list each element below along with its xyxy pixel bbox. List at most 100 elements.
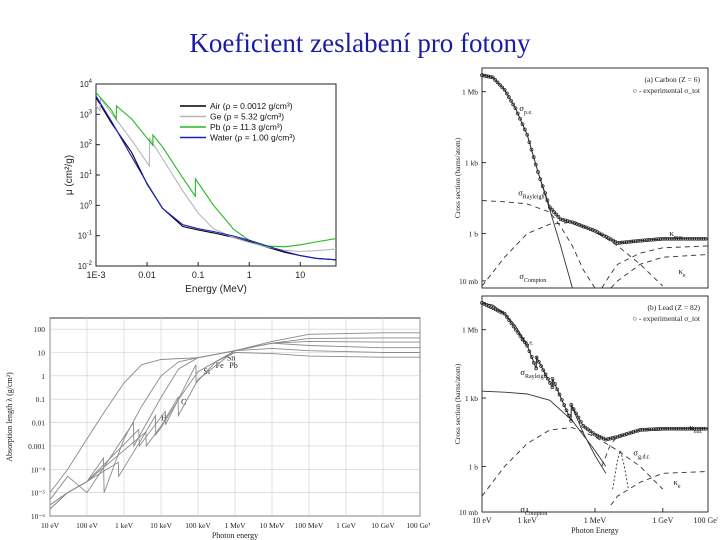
- experimental-point: [555, 387, 560, 392]
- legend-label-3: Water (ρ = 1.00 g/cm³): [210, 133, 295, 143]
- curve-4: [610, 471, 709, 506]
- experimental-point: [679, 426, 683, 431]
- experimental-point: [562, 403, 567, 407]
- experimental-point: [538, 177, 543, 181]
- experimental-point: [552, 210, 556, 214]
- experimental-point: [647, 238, 652, 242]
- x-tick-label: 10: [295, 270, 305, 280]
- experimental-point: [703, 426, 708, 431]
- attenuation-coefficient-chart: 1E-3 0.01 0.1 1 10 104 103 102 101 100 10-1 10-2 Ene…: [64, 79, 337, 295]
- experimental-point: [505, 315, 509, 319]
- series-label-sn: Sn: [227, 354, 235, 363]
- experimental-point: [588, 227, 593, 232]
- x-tick-label: 1 keV: [518, 516, 538, 525]
- experimental-point: [558, 217, 563, 222]
- experimental-point: [613, 435, 618, 440]
- curve-4: [610, 254, 709, 289]
- x-tick-label: 100 keV: [185, 521, 211, 530]
- experimental-point: [520, 337, 525, 342]
- y-axis-label: μ (cm²/g): [64, 155, 75, 195]
- experimental-point: [685, 236, 690, 241]
- x-tick-label: 100 MeV: [295, 521, 324, 530]
- experimental-point: [638, 238, 643, 243]
- experimental-point: [548, 381, 552, 385]
- curve-label-5: σg.d.r.: [633, 448, 650, 461]
- experimental-point: [559, 397, 564, 402]
- experimental-point: [683, 236, 688, 241]
- experimental-point: [703, 236, 708, 241]
- experimental-point: [574, 411, 578, 416]
- experimental-point: [665, 236, 670, 241]
- experimental-point: [550, 376, 555, 381]
- experimental-point: [514, 327, 518, 332]
- y-axis-label: Cross section (barns/atom): [453, 363, 462, 444]
- curve-label-1: σRayleigh: [518, 188, 544, 201]
- experimental-point: [571, 407, 576, 411]
- y-tick-label: 10: [38, 349, 46, 358]
- experimental-point: [618, 434, 622, 438]
- experimental-point: [541, 368, 546, 373]
- experimental-point: [667, 426, 672, 431]
- experimental-point: [656, 237, 661, 242]
- experimental-point: [690, 426, 695, 431]
- experimental-point: [495, 80, 500, 85]
- curve-label-2: σCompton: [519, 271, 546, 284]
- curve-label-3: κnuc: [689, 422, 702, 435]
- experimental-point: [656, 427, 661, 431]
- experimental-point: [523, 340, 527, 345]
- experimental-point: [638, 428, 643, 432]
- experimental-point: [576, 415, 581, 420]
- experimental-point: [581, 424, 586, 428]
- curve-1: [481, 390, 607, 467]
- plot-frame: [95, 83, 337, 267]
- experimental-point: [533, 162, 538, 167]
- experimental-point: [564, 408, 569, 413]
- series-label-pb: Pb: [229, 361, 237, 370]
- y-tick-label: 10⁻⁵: [31, 489, 45, 498]
- experimental-point: [550, 207, 554, 212]
- experimental-point: [701, 426, 706, 431]
- experimental-point: [699, 236, 704, 241]
- experimental-point: [578, 419, 583, 424]
- experimental-point: [649, 237, 654, 242]
- experimental-point: [692, 426, 697, 431]
- experimental-point: [493, 78, 497, 82]
- experimental-point: [529, 147, 534, 152]
- experimental-point: [536, 170, 540, 174]
- series-line-pb: [49, 352, 420, 510]
- y-tick-label: 101: [80, 170, 93, 180]
- y-tick-label: 100: [34, 325, 46, 334]
- x-tick-label: 1 MeV: [584, 516, 607, 525]
- x-tick-label: 10 MeV: [260, 521, 285, 530]
- experimental-point: [480, 73, 484, 77]
- series-line-3: [95, 95, 337, 261]
- experimental-point: [622, 240, 627, 245]
- experimental-point: [550, 385, 555, 390]
- experimental-point: [546, 376, 550, 381]
- experimental-point: [531, 155, 536, 159]
- y-tick-label: 103: [80, 109, 93, 119]
- y-tick-label: 1 Mb: [462, 326, 478, 335]
- experimental-point: [633, 239, 638, 244]
- y-tick-label: 10 mb: [459, 508, 478, 517]
- experimental-point: [694, 236, 699, 241]
- plot-frame: [481, 67, 709, 289]
- experimental-point: [527, 349, 532, 354]
- experimental-point: [569, 418, 573, 423]
- chart-legend: ○ - experimental σ_tot: [632, 86, 700, 95]
- experimental-point: [583, 425, 588, 430]
- x-tick-label: 1 MeV: [224, 521, 246, 530]
- y-tick-label: 10-1: [78, 231, 93, 241]
- series-line-2: [95, 92, 337, 248]
- experimental-point: [654, 237, 658, 242]
- curve-2: [481, 221, 664, 287]
- experimental-point: [569, 403, 574, 407]
- experimental-point: [515, 111, 520, 116]
- x-tick-label: 10 eV: [41, 521, 60, 530]
- curve-label-2: σCompton: [520, 504, 547, 517]
- experimental-point: [629, 239, 634, 244]
- experimental-point: [556, 215, 561, 219]
- experimental-point: [615, 434, 620, 439]
- experimental-point: [579, 223, 584, 228]
- series-label-h: H: [161, 414, 167, 423]
